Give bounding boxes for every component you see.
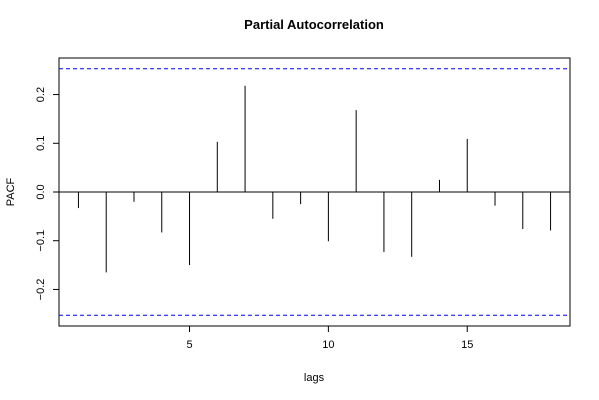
- y-axis-label: PACF: [5, 177, 17, 206]
- y-tick-label: 0.1: [35, 136, 47, 151]
- y-tick-label: −0.1: [35, 230, 47, 252]
- x-tick-label: 10: [322, 339, 334, 351]
- x-tick-label: 5: [186, 339, 192, 351]
- chart-title: Partial Autocorrelation: [244, 17, 384, 32]
- x-tick-label: 15: [461, 339, 473, 351]
- y-tick-label: 0.0: [35, 184, 47, 199]
- x-axis-label: lags: [304, 372, 325, 384]
- y-tick-label: 0.2: [35, 87, 47, 102]
- y-tick-label: −0.2: [35, 279, 47, 301]
